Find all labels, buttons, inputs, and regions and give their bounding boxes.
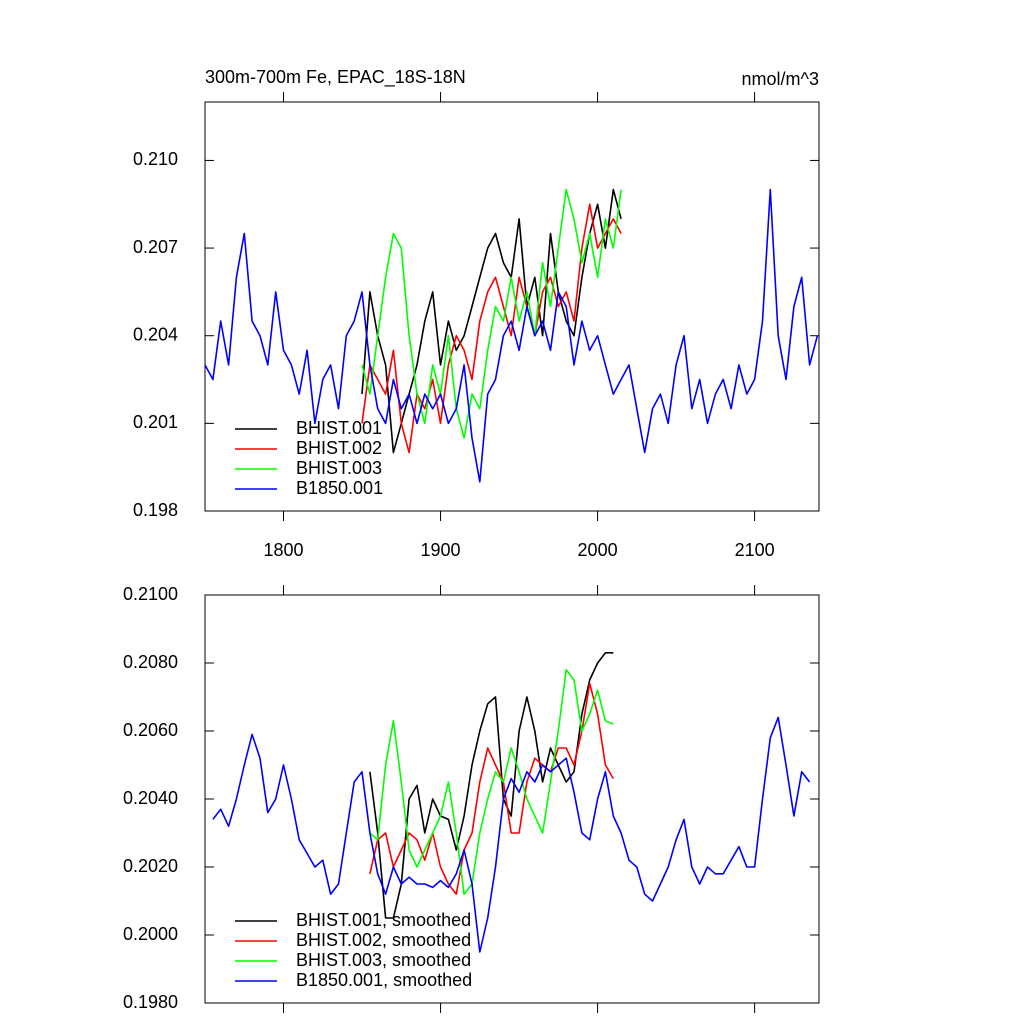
legend-label: BHIST.001, smoothed	[296, 910, 471, 930]
chart-title: 300m-700m Fe, EPAC_18S-18N	[205, 67, 466, 88]
y-tick-label: 0.198	[133, 500, 178, 520]
y-tick-label: 0.2060	[123, 720, 178, 740]
y-tick-label: 0.207	[133, 237, 178, 257]
series-line	[204, 188, 819, 483]
y-tick-label: 0.2080	[123, 652, 178, 672]
y-tick-label: 0.1980	[123, 992, 178, 1012]
series-line	[361, 188, 622, 439]
y-tick-label: 0.204	[133, 324, 178, 344]
legend-label: BHIST.003, smoothed	[296, 950, 471, 970]
legend-label: B1850.001, smoothed	[296, 970, 472, 990]
legend-label: B1850.001	[296, 478, 383, 498]
legend-label: BHIST.002	[296, 438, 382, 458]
legend-label: BHIST.002, smoothed	[296, 930, 471, 950]
legend-label: BHIST.003	[296, 458, 382, 478]
plot-frame	[204, 101, 820, 512]
series-line	[212, 716, 811, 953]
series-line	[369, 682, 614, 895]
y-tick-label: 0.210	[133, 149, 178, 169]
units-label: nmol/m^3	[742, 69, 819, 89]
y-tick-label: 0.2000	[123, 924, 178, 944]
series-line	[369, 669, 614, 895]
x-tick-label: 1900	[421, 540, 461, 560]
y-tick-label: 0.201	[133, 412, 178, 432]
x-tick-label: 1800	[263, 540, 303, 560]
x-tick-label: 2100	[735, 540, 775, 560]
x-tick-label: 2000	[578, 540, 618, 560]
legend-label: BHIST.001	[296, 418, 382, 438]
y-tick-label: 0.2040	[123, 788, 178, 808]
series-line	[369, 652, 614, 919]
y-tick-label: 0.2100	[123, 584, 178, 604]
series-line	[361, 203, 622, 454]
y-tick-label: 0.2020	[123, 856, 178, 876]
series-line	[361, 188, 622, 454]
